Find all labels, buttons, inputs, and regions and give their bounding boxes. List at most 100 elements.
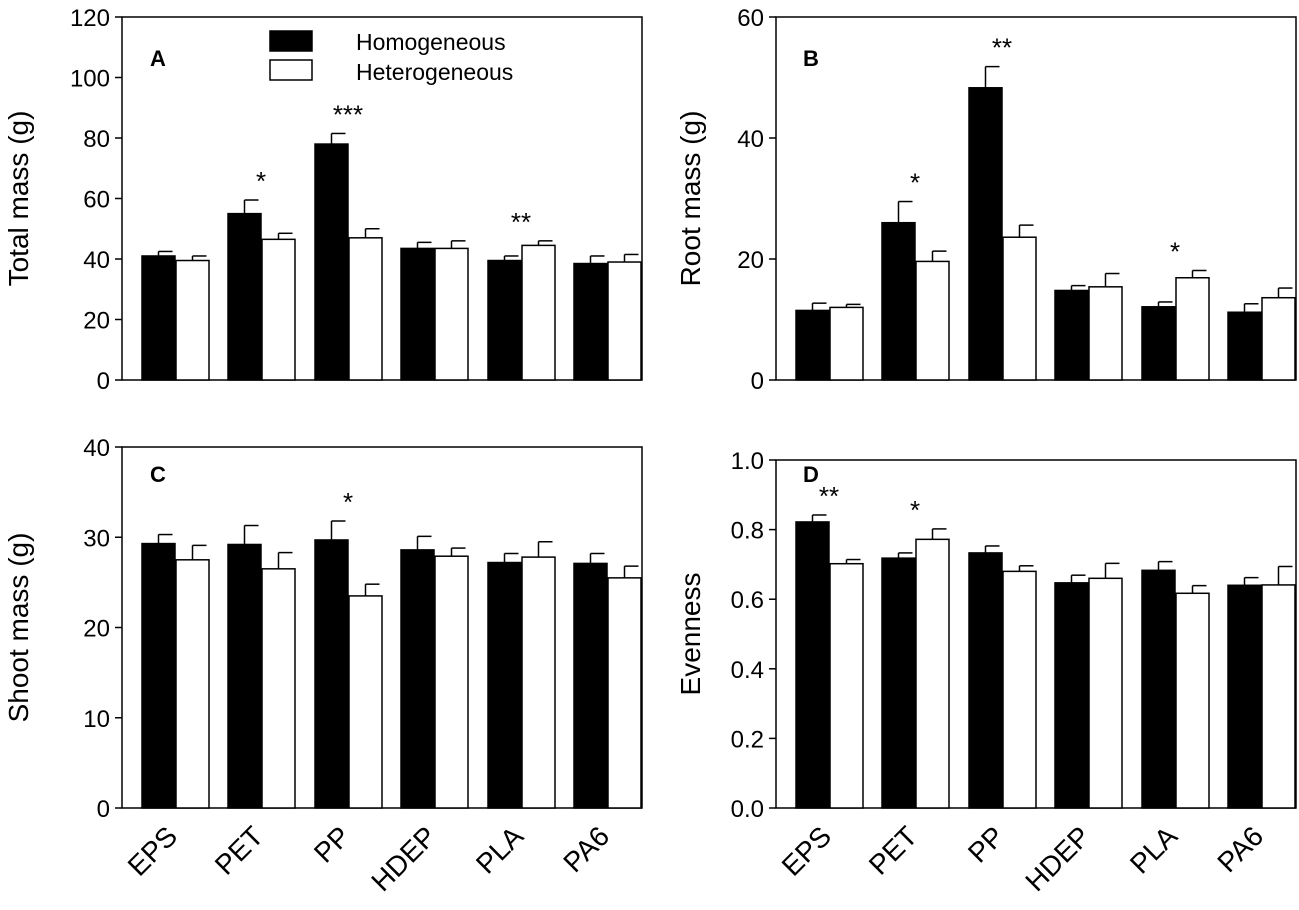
y-tick-label: 120 (70, 5, 110, 32)
y-tick-label: 20 (737, 247, 764, 274)
legend-label-heterogeneous: Heterogeneous (356, 59, 513, 85)
bar-homogeneous-eps (141, 255, 176, 381)
y-tick-label: 0.2 (731, 726, 764, 753)
bar-heterogeneous-pet (915, 538, 950, 809)
bar-heterogeneous-pla (521, 244, 556, 381)
bar-heterogeneous-eps (829, 306, 864, 381)
legend-swatch-homogeneous (269, 30, 313, 52)
y-tick-label: 40 (83, 247, 110, 274)
bar-homogeneous-pp (314, 143, 349, 381)
significance-label: *** (333, 99, 363, 129)
x-category-label: PA6 (557, 820, 615, 878)
bar-heterogeneous-eps (829, 562, 864, 809)
y-axis-label: Shoot mass (g) (3, 533, 34, 723)
panel-c: 0 10 20 30 40 Shoot mass (g) C EPS PET * PP HDEP PLA… (3, 435, 643, 897)
bar-homogeneous-hdep (400, 247, 435, 381)
y-tick-label: 20 (83, 616, 110, 643)
bar-heterogeneous-pp (1002, 236, 1037, 381)
bar-homogeneous-pet (881, 557, 916, 809)
bar-heterogeneous-eps (175, 559, 210, 809)
legend-swatch-heterogeneous (269, 59, 313, 81)
significance-label: * (256, 166, 266, 196)
bar-heterogeneous-hdep (434, 247, 469, 381)
panel-letter: D (803, 462, 819, 487)
bar-heterogeneous-pla (1175, 277, 1210, 381)
bar-heterogeneous-hdep (434, 555, 469, 809)
x-category-label: HDEP (1019, 820, 1096, 897)
bar-heterogeneous-pa6 (607, 577, 642, 809)
legend: Homogeneous Heterogeneous (269, 29, 513, 85)
y-tick-label: 100 (70, 66, 110, 93)
y-tick-label: 0 (97, 796, 110, 823)
panel-d: 0.0 0.2 0.4 0.6 0.8 1.0 Evenness D** EPS * PET PP HD… (675, 448, 1297, 897)
bar-heterogeneous-pet (261, 568, 296, 809)
x-category-label: EPS (776, 820, 838, 882)
bar-homogeneous-pa6 (1227, 584, 1262, 809)
bar-homogeneous-pa6 (1227, 311, 1262, 381)
bar-homogeneous-pla (487, 259, 522, 381)
y-tick-label: 0.6 (731, 587, 764, 614)
y-tick-label: 0.0 (731, 796, 764, 823)
bar-homogeneous-eps (795, 309, 830, 381)
bar-heterogeneous-pa6 (1261, 584, 1296, 809)
bar-heterogeneous-pa6 (607, 261, 642, 381)
x-category-label: EPS (122, 820, 184, 882)
bar-homogeneous-pla (1141, 569, 1176, 809)
y-tick-label: 30 (83, 525, 110, 552)
x-category-label: PP (962, 820, 1010, 868)
y-axis-label: Root mass (g) (675, 111, 706, 287)
bar-heterogeneous-eps (175, 259, 210, 381)
bar-homogeneous-eps (795, 521, 830, 809)
bar-heterogeneous-pet (261, 238, 296, 381)
x-category-label: PET (863, 820, 923, 880)
significance-label: * (910, 168, 920, 198)
y-tick-label: 60 (83, 187, 110, 214)
bar-heterogeneous-hdep (1088, 286, 1123, 381)
bar-heterogeneous-pp (348, 237, 383, 381)
y-tick-label: 0 (751, 368, 764, 395)
x-category-label: PLA (470, 820, 530, 880)
bar-homogeneous-pet (227, 212, 262, 381)
x-category-label: PLA (1124, 820, 1184, 880)
panel-letter: A (150, 46, 166, 71)
x-category-label: PA6 (1211, 820, 1269, 878)
bar-heterogeneous-pla (521, 556, 556, 809)
significance-label: ** (819, 481, 839, 511)
bar-homogeneous-pa6 (573, 262, 608, 381)
bar-homogeneous-hdep (400, 549, 435, 809)
bar-homogeneous-pet (881, 221, 916, 381)
y-tick-label: 40 (737, 126, 764, 153)
bar-homogeneous-pp (968, 87, 1003, 381)
bar-homogeneous-pp (314, 539, 349, 809)
y-tick-label: 40 (83, 435, 110, 462)
bar-homogeneous-pa6 (573, 562, 608, 809)
bar-homogeneous-pla (487, 561, 522, 809)
y-tick-label: 10 (83, 706, 110, 733)
y-axis-label: Evenness (675, 573, 706, 696)
bar-homogeneous-hdep (1054, 289, 1089, 381)
bar-heterogeneous-pla (1175, 592, 1210, 809)
y-axis-label: Total mass (g) (3, 111, 34, 287)
bar-homogeneous-pp (968, 552, 1003, 809)
bar-heterogeneous-pa6 (1261, 296, 1296, 381)
bar-heterogeneous-pp (1002, 570, 1037, 809)
y-tick-label: 80 (83, 126, 110, 153)
bar-homogeneous-pet (227, 543, 262, 809)
y-tick-label: 60 (737, 5, 764, 32)
x-category-label: HDEP (365, 820, 442, 897)
significance-label: * (1170, 236, 1180, 266)
bar-heterogeneous-pp (348, 595, 383, 809)
bar-heterogeneous-pet (915, 260, 950, 381)
y-tick-label: 0.8 (731, 518, 764, 545)
significance-label: * (343, 487, 353, 517)
bar-homogeneous-eps (141, 542, 176, 809)
legend-label-homogeneous: Homogeneous (356, 29, 506, 55)
y-tick-label: 20 (83, 308, 110, 335)
significance-label: * (910, 495, 920, 525)
panel-letter: B (803, 46, 819, 71)
significance-label: ** (992, 33, 1012, 63)
